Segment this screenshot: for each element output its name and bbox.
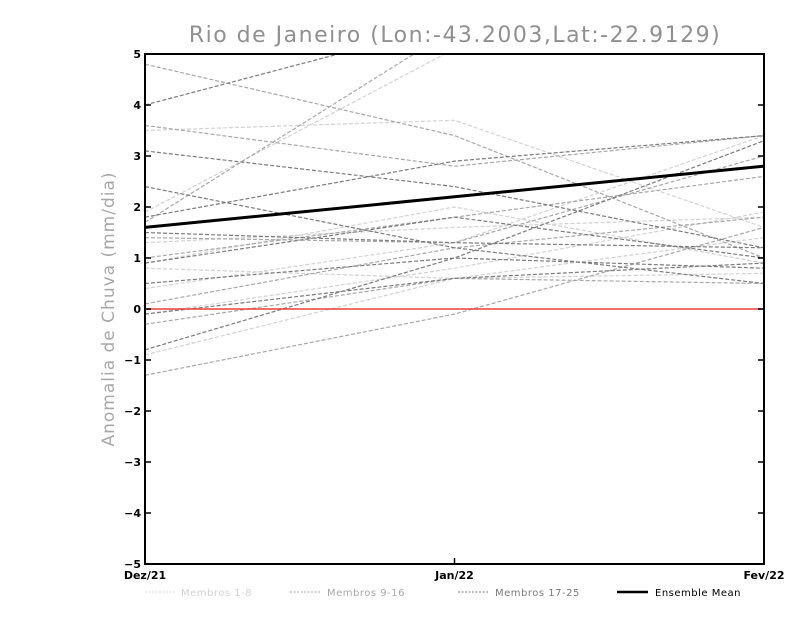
x-tick-label: Fev/22 xyxy=(743,569,784,582)
y-tick-label: −5 xyxy=(124,558,141,571)
member-series-6 xyxy=(145,135,764,290)
y-tick-label: 1 xyxy=(133,252,141,265)
member-series-13 xyxy=(145,216,764,305)
member-series-11 xyxy=(145,54,415,223)
member-series-24 xyxy=(145,216,764,264)
legend-label-3: Membros 17-25 xyxy=(495,588,580,599)
y-tick-label: 5 xyxy=(133,48,141,61)
member-series-23 xyxy=(145,140,764,351)
y-tick-label: −4 xyxy=(124,507,141,520)
y-axis-label: Anomalia de Chuva (mm/dia) xyxy=(99,171,119,446)
member-series-10 xyxy=(145,124,764,167)
y-tick-label: 4 xyxy=(133,99,141,112)
x-tick-label: Dez/21 xyxy=(124,569,166,582)
member-series-15 xyxy=(145,226,764,376)
member-series-9 xyxy=(145,63,764,259)
series-layer xyxy=(145,54,764,376)
member-series-21 xyxy=(145,231,764,249)
member-series-19 xyxy=(145,186,764,285)
ensemble-mean-line xyxy=(144,164,765,229)
chart-title: Rio de Janeiro (Lon:-43.2003,Lat:-22.912… xyxy=(189,23,721,48)
y-tick-label: −3 xyxy=(124,456,141,469)
x-axis-ticks: Dez/21 Jan/22 Fev/22 xyxy=(124,558,785,582)
member-series-22 xyxy=(145,257,764,285)
y-tick-label: −1 xyxy=(124,354,141,367)
member-series-4 xyxy=(145,237,764,280)
member-series-1 xyxy=(145,119,764,228)
legend: Membros 1-8 Membros 9-16 Membros 17-25 Ense… xyxy=(145,588,741,599)
member-series-14 xyxy=(145,277,764,325)
member-series-5 xyxy=(145,211,764,315)
member-series-25 xyxy=(145,262,764,315)
y-tick-label: 0 xyxy=(133,303,141,316)
member-series-18 xyxy=(145,150,764,249)
y-axis-ticks: −5 −4 −3 −2 −1 0 1 2 3 4 5 xyxy=(124,48,764,571)
legend-label-4: Ensemble Mean xyxy=(655,588,741,599)
member-series-16 xyxy=(145,155,764,244)
legend-label-2: Membros 9-16 xyxy=(327,588,405,599)
y-tick-label: 2 xyxy=(133,201,141,214)
y-tick-label: 3 xyxy=(133,150,141,163)
legend-label-1: Membros 1-8 xyxy=(181,588,252,599)
x-tick-label: Jan/22 xyxy=(434,569,474,582)
member-series-3 xyxy=(145,216,764,244)
member-series-20 xyxy=(145,135,764,218)
y-tick-label: −2 xyxy=(124,405,141,418)
